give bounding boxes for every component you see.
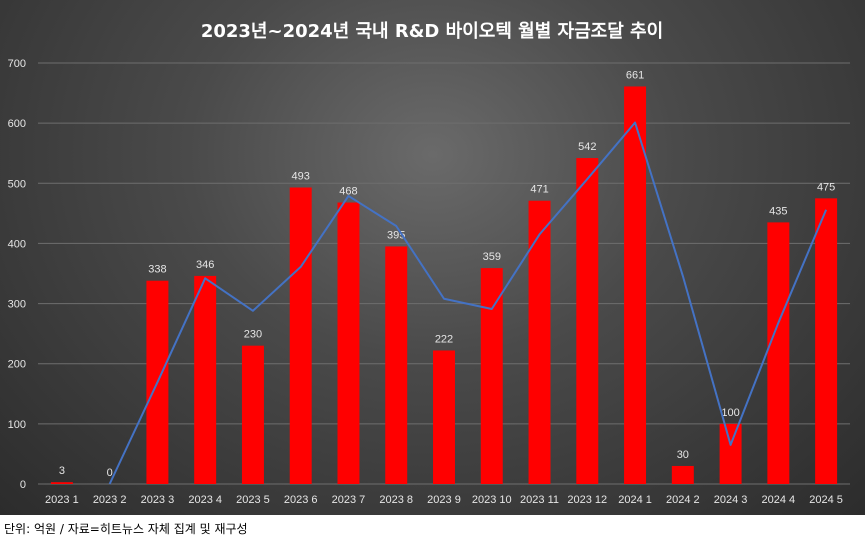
data-label: 471 (530, 184, 548, 196)
chart-title: 2023년~2024년 국내 R&D 바이오텍 월별 자금조달 추이 (201, 21, 663, 42)
bar (50, 482, 73, 484)
bar (194, 275, 217, 484)
x-tick-label: 2023 5 (236, 494, 270, 506)
y-tick-label: 100 (8, 419, 26, 431)
y-tick-label: 0 (20, 479, 26, 491)
chart-canvas: 2023년~2024년 국내 R&D 바이오텍 월별 자금조달 추이 0 100 2… (7, 21, 850, 506)
x-tick-label: 2023 10 (472, 494, 512, 506)
x-tick-label: 2024 5 (809, 494, 843, 506)
data-label: 30 (677, 449, 689, 461)
data-label: 230 (244, 329, 262, 341)
bar (433, 350, 455, 484)
data-label: 222 (435, 333, 453, 345)
data-label: 0 (107, 467, 113, 479)
y-tick-label: 700 (8, 58, 26, 70)
y-tick-label: 300 (8, 299, 26, 311)
bar (289, 187, 312, 484)
x-tick-label: 2023 7 (332, 494, 366, 506)
data-label: 542 (578, 141, 596, 153)
x-tick-label: 2023 2 (93, 494, 127, 506)
x-tick-label: 2024 4 (762, 494, 796, 506)
data-label: 468 (339, 186, 357, 198)
x-tick-label: 2024 3 (714, 494, 748, 506)
bar (480, 268, 503, 484)
bar (528, 200, 551, 484)
y-tick-label: 500 (8, 178, 26, 190)
bar (671, 465, 694, 484)
data-label: 3 (59, 465, 65, 477)
x-tick-label: 2023 9 (427, 494, 461, 506)
y-tick-label: 400 (8, 238, 26, 250)
x-tick-label: 2024 2 (666, 494, 700, 506)
bar (576, 158, 599, 485)
data-label: 661 (626, 69, 644, 81)
bar (767, 222, 790, 484)
bar (241, 345, 264, 484)
x-tick-label: 2024 1 (618, 494, 652, 506)
y-tick-label: 200 (8, 359, 26, 371)
data-label: 359 (483, 251, 501, 263)
x-tick-label: 2023 1 (45, 494, 79, 506)
x-tick-label: 2023 3 (141, 494, 175, 506)
y-axis-ticks: 0 100 200 300 400 500 600 700 (8, 58, 26, 491)
x-tick-label: 2023 8 (379, 494, 413, 506)
x-axis-ticks: 2023 1 2023 2 2023 3 2023 4 2023 5 2023 6 2023… (45, 494, 843, 506)
data-label: 493 (292, 170, 310, 182)
data-label: 346 (196, 259, 214, 271)
trend-line-layer (108, 121, 828, 485)
x-tick-label: 2023 12 (567, 494, 607, 506)
x-tick-label: 2023 4 (188, 494, 222, 506)
bar (815, 198, 838, 485)
y-tick-label: 600 (8, 118, 26, 130)
chart-area: 2023년~2024년 국내 R&D 바이오텍 월별 자금조달 추이 0 100 2… (0, 0, 865, 515)
bar (337, 202, 360, 484)
data-label: 338 (148, 264, 166, 276)
data-label: 100 (721, 407, 739, 419)
data-label: 435 (769, 205, 787, 217)
source-footnote: 단위: 억원 / 자료=히트뉴스 자체 집계 및 재구성 (4, 522, 248, 536)
bar (385, 246, 408, 484)
x-tick-label: 2023 6 (284, 494, 318, 506)
trend-line (108, 121, 828, 485)
data-label: 475 (817, 181, 835, 193)
bar (719, 423, 742, 484)
bar (624, 86, 647, 484)
bars (50, 86, 838, 485)
x-tick-label: 2023 11 (520, 494, 559, 506)
